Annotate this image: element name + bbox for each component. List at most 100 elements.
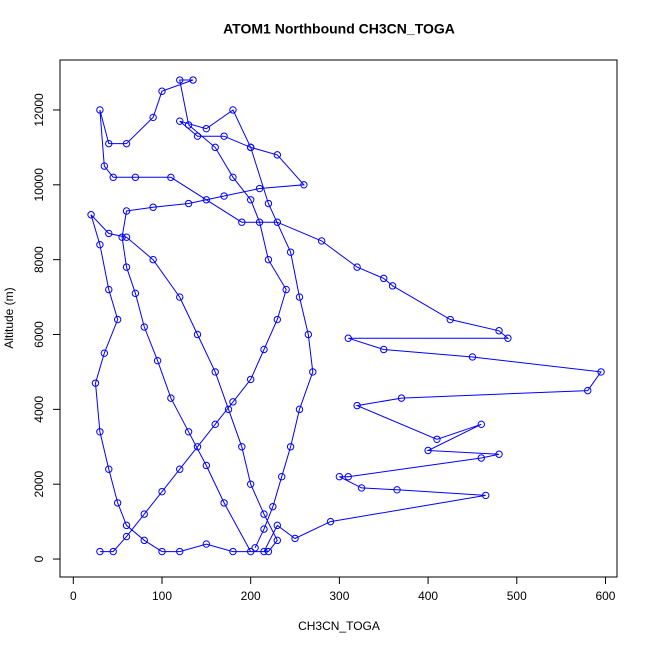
data-point [482,491,490,500]
data-point [304,330,313,339]
data-point [269,502,277,511]
data-point [149,255,157,264]
data-point [246,547,255,556]
data-point [255,184,264,193]
data-point [140,536,148,545]
data-point [140,510,148,518]
data-point [96,428,104,436]
data-point [211,368,219,376]
data-point [91,379,100,387]
data-point [264,547,273,556]
data-point [122,233,131,241]
y-tick-label: 8000 [32,246,46,273]
data-point [300,181,308,189]
data-point [353,263,361,271]
data-point [477,420,485,429]
data-point [495,450,503,458]
data-point [424,446,432,455]
data-point [317,237,326,245]
data-point [380,345,388,354]
data-point [260,345,268,354]
data-point [100,162,109,170]
data-point [468,353,477,361]
data-point [282,285,290,294]
data-point [286,443,295,451]
data-point [176,117,184,125]
data-point [109,547,117,556]
data-point [273,536,282,545]
data-point [220,132,228,140]
data-point [189,76,197,84]
data-point [584,386,592,395]
x-tick-label: 100 [152,589,172,603]
data-point [380,274,388,283]
data-point [504,334,512,342]
data-point [238,218,246,226]
data-point [273,218,282,226]
data-point [246,375,255,384]
data-point [113,315,122,324]
data-point [158,547,166,556]
data-point [87,211,95,219]
data-point [278,473,286,481]
data-point [202,196,211,204]
data-point [122,263,131,271]
data-point [291,534,299,543]
x-tick-label: 500 [507,589,527,603]
data-point [246,143,255,152]
data-point [193,330,202,339]
data-point [193,443,202,451]
data-point [96,547,104,556]
data-point [105,229,113,238]
data-point [273,151,282,159]
data-point [224,405,233,414]
data-point [211,143,219,152]
data-point [388,282,397,290]
data-point [176,547,184,556]
y-tick-label: 12000 [32,93,46,127]
data-point [193,132,202,140]
data-point [357,484,366,492]
data-point [393,486,401,494]
data-point [149,113,157,122]
data-point [495,327,503,335]
data-point [397,394,406,402]
data-point [238,443,246,451]
y-tick-label: 10000 [32,168,46,202]
data-point [229,547,237,556]
data-point [309,368,317,376]
data-point [326,517,335,526]
data-point [122,532,131,541]
data-point [122,207,131,215]
data-point [158,487,166,496]
data-point [202,540,211,548]
data-point [286,248,295,256]
data-point [118,233,126,241]
data-point [176,76,184,84]
data-point [251,544,259,552]
series-line [90,79,602,553]
data-point [477,454,485,462]
data-point [109,173,117,182]
data-point [264,255,273,264]
data-point [158,87,166,95]
data-point [131,289,140,298]
data-point [122,139,131,148]
x-tick-label: 600 [595,589,615,603]
data-point [149,203,157,211]
data-point [184,121,193,129]
x-axis-label: CH3CN_TOGA [298,619,380,633]
data-point [202,461,211,470]
data-point [96,106,104,114]
data-point [167,394,175,402]
x-tick-label: 300 [329,589,349,603]
data-point [246,480,255,488]
data-point [211,420,219,429]
data-point [433,435,441,443]
data-point [273,521,282,530]
data-point [264,199,273,208]
data-point [273,315,282,324]
